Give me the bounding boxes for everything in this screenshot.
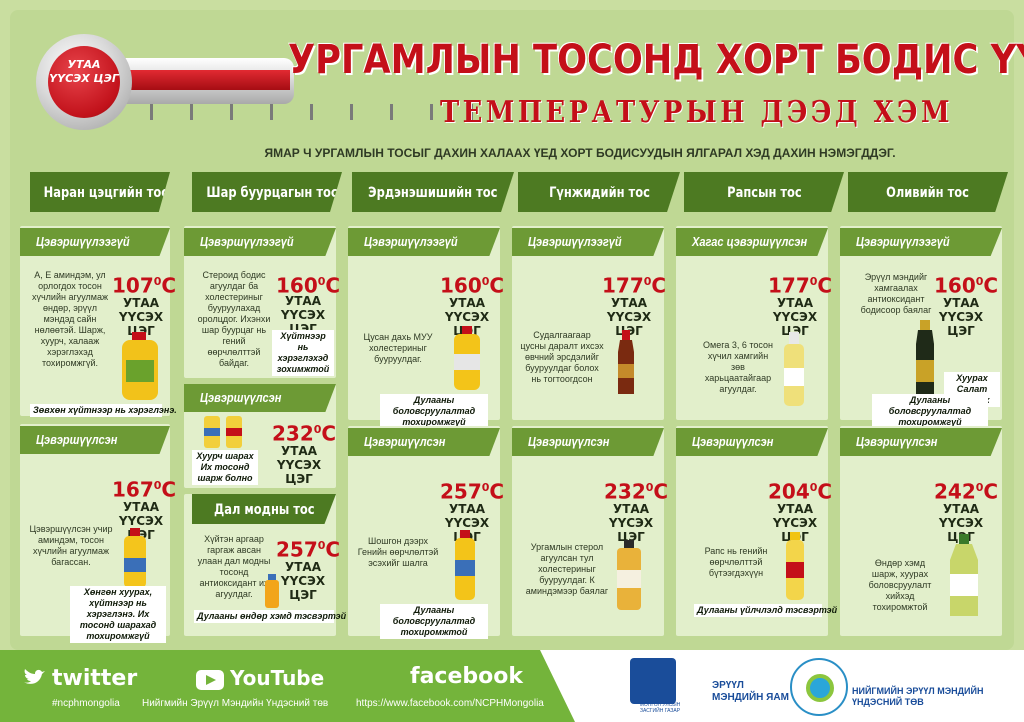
temp-olive-refined: 2420C: [934, 479, 999, 504]
corn-oil-bottle-image: [454, 326, 480, 390]
column-header-sunflower: Наран цэцгийн тос: [30, 172, 170, 212]
tag-sunflower-refined: Цэвэршүүлсэн: [20, 426, 170, 454]
tag-olive-unrefined: Цэвэршүүлээгүй: [840, 228, 1002, 256]
tag-sesame-refined: Цэвэршүүлсэн: [512, 428, 664, 456]
column-header-olive: Оливийн тос: [848, 172, 1008, 212]
tag-corn-refined: Цэвэршүүлсэн: [348, 428, 500, 456]
thermometer-ticks: [150, 104, 490, 122]
column-header-rapeseed: Рапсын тос: [684, 172, 844, 212]
youtube-triangle-icon: [206, 675, 216, 685]
badge-line-2: ҮҮСЭХ ЦЭГ: [49, 72, 119, 85]
twitter-bird-icon[interactable]: [22, 668, 46, 688]
rapeseed-oil-bottle-image: [784, 332, 804, 406]
temp-sesame-refined: 2320C: [604, 479, 669, 504]
main-title: УРГАМЛЫН ТОСОНД ХОРТ БОДИС ҮҮСЭХ: [288, 37, 1024, 83]
use-corn-unrefined: Дулааны боловсруулалтад тохиромжгүй: [380, 394, 488, 429]
desc-corn-refined: Шошгон дээрх Генийн өөрчлөлтэй эсэхийг ш…: [357, 536, 439, 568]
desc-palm: Хүйтэн аргаар гаргаж авсан улаан дал мод…: [197, 534, 271, 599]
facebook-link[interactable]: facebook: [410, 664, 523, 689]
card-corn-refined: [348, 426, 500, 636]
tag-soy-refined: Цэвэршүүлсэн: [184, 384, 336, 412]
tag-olive-refined: Цэвэршүүлсэн: [840, 428, 1002, 456]
question-text: ЯМАР Ч УРГАМЛЫН ТОСЫГ ДАХИН ХАЛААХ ҮЕД Х…: [264, 146, 896, 160]
use-olive-unrefined-heat: Дулааны боловсруулалтад тохиромжгүй: [872, 394, 988, 429]
government-emblem-icon: [630, 658, 676, 704]
temp-rapeseed-semi: 1770C: [768, 273, 833, 298]
ncph-label: НИЙГМИЙН ЭРҮҮЛ МЭНДИЙН ҮНДЭСНИЙ ТӨВ: [852, 686, 984, 707]
desc-sunflower-unrefined: А, Е аминдэм, ул орлогдох тосон хүчлийн …: [31, 270, 109, 368]
column-header-sesame: Гүнжидийн тос: [518, 172, 680, 212]
temp-sesame-unrefined: 1770C: [602, 273, 667, 298]
temp-olive-unrefined: 1600C: [934, 273, 999, 298]
card-sesame-unrefined: [512, 226, 664, 420]
ncph-logo-icon: [806, 674, 834, 702]
sesame-oil-refined-bottle-image: [617, 540, 641, 610]
temp-palm: 2570C: [276, 537, 341, 562]
sesame-oil-bottle-image: [618, 330, 634, 394]
desc-sunflower-refined: Цэвэршүүлсэн учир аминдэм, тосон хүчлийн…: [29, 524, 113, 567]
desc-rapeseed-refined: Рапс нь генийн өөрчлөлттэй бүтээгдэхүүн: [704, 546, 768, 578]
government-label: МОНГОЛ УЛСЫН ЗАСГИЙН ГАЗАР: [639, 702, 681, 714]
corn-oil-refined-bottle-image: [455, 530, 475, 600]
sunflower-oil-bottle-image: [124, 528, 146, 588]
footer-social-band: [0, 650, 575, 722]
temp-corn-unrefined: 1600C: [440, 273, 505, 298]
header-palm-oil: Дал модны тос: [192, 494, 336, 524]
card-rapeseed-refined: [676, 426, 828, 636]
use-soy-unrefined: Хүйтнээр нь хэрэглэхэд зохимжтой: [272, 330, 334, 376]
desc-sesame-refined: Ургамлын стерол агуулсан тул холестерины…: [525, 542, 609, 596]
desc-sesame-unrefined: Судалгаагаар цусны даралт ихсэх өвчний э…: [520, 330, 604, 384]
temp-rapeseed-refined: 2040C: [768, 479, 833, 504]
use-rapeseed-refined: Дулааны үйлчлэлд тэсвэртэй: [694, 604, 837, 617]
smoke-point-badge: УТАА ҮҮСЭХ ЦЭГ: [48, 58, 120, 86]
tag-soy-unrefined: Цэвэршүүлээгүй: [184, 228, 336, 256]
olive-oil-bottle-image: [916, 320, 934, 398]
desc-olive-unrefined: Эрүүл мэндийг хамгаалах антиоксидант бод…: [860, 272, 932, 315]
sunflower-oil-jug-image: [122, 332, 158, 400]
desc-soy-unrefined: Стероид бодис агуулдаг ба холестериныг б…: [197, 270, 271, 368]
thermometer-bulb-red: [48, 46, 120, 118]
tag-rapeseed-refined: Цэвэршүүлсэн: [676, 428, 828, 456]
twitter-handle[interactable]: #ncphmongolia: [52, 698, 120, 709]
tag-sunflower-unrefined: Цэвэршүүлээгүй: [20, 228, 170, 256]
youtube-link[interactable]: YouTube: [230, 666, 325, 690]
temp-soy-unrefined: 1600C: [276, 273, 341, 298]
desc-olive-refined: Өндөр хэмд шарж, хуурах боловсруулалт хи…: [868, 558, 932, 612]
youtube-channel-name[interactable]: Нийгмийн Эрүүл Мэндийн Үндэсний төв: [142, 698, 329, 709]
desc-rapeseed-semi: Омега 3, 6 тосон хүчил хамгийн зөв харьц…: [703, 340, 773, 394]
desc-corn-unrefined: Цусан дахь МУУ холестериныг бууруулдаг.: [363, 332, 433, 364]
facebook-url[interactable]: https://www.facebook.com/NCPHMongolia: [356, 698, 544, 709]
thermometer-mercury: [118, 70, 290, 90]
use-soy-refined: Хуурч шарах Их тосонд шарж болно: [192, 450, 258, 485]
rapeseed-oil-refined-bottle-image: [786, 532, 804, 600]
ministry-of-health-label: ЭРҮҮЛ МЭНДИЙН ЯАМ: [712, 680, 789, 703]
temp-sunflower-unrefined: 1070C: [112, 273, 177, 298]
use-sunflower-unrefined: Зөвхөн хүйтнээр нь хэрэглэнэ.: [30, 404, 177, 417]
temp-corn-refined: 2570C: [440, 479, 505, 504]
column-header-corn: Эрдэнэшишийн тос: [352, 172, 514, 212]
use-palm: Дулааны өндөр хэмд тэсвэртэй: [194, 610, 346, 623]
twitter-link[interactable]: twitter: [52, 666, 138, 691]
tag-sesame-unrefined: Цэвэршүүлээгүй: [512, 228, 664, 256]
temp-soy-refined: 2320C: [272, 421, 337, 446]
main-subtitle: ТЕМПЕРАТУРЫН ДЭЭД ХЭМ: [440, 95, 954, 130]
badge-line-1: УТАА: [67, 58, 101, 71]
palm-oil-bottle-image: [265, 574, 279, 608]
use-sunflower-refined: Хөнгөн хуурах, хүйтнээр нь хэрэглэнэ. Их…: [70, 586, 166, 643]
temp-sunflower-refined: 1670C: [112, 477, 177, 502]
column-header-soybean: Шар буурцагын тос: [192, 172, 342, 212]
tag-corn-unrefined: Цэвэршүүлээгүй: [348, 228, 500, 256]
use-corn-refined: Дулааны боловсруулалтад тохиромжтой: [380, 604, 488, 639]
tag-rapeseed-semi: Хагас цэвэршүүлсэн: [676, 228, 828, 256]
olive-oil-refined-bottle-image: [950, 534, 978, 616]
soy-oil-bottles-image: [204, 416, 242, 448]
